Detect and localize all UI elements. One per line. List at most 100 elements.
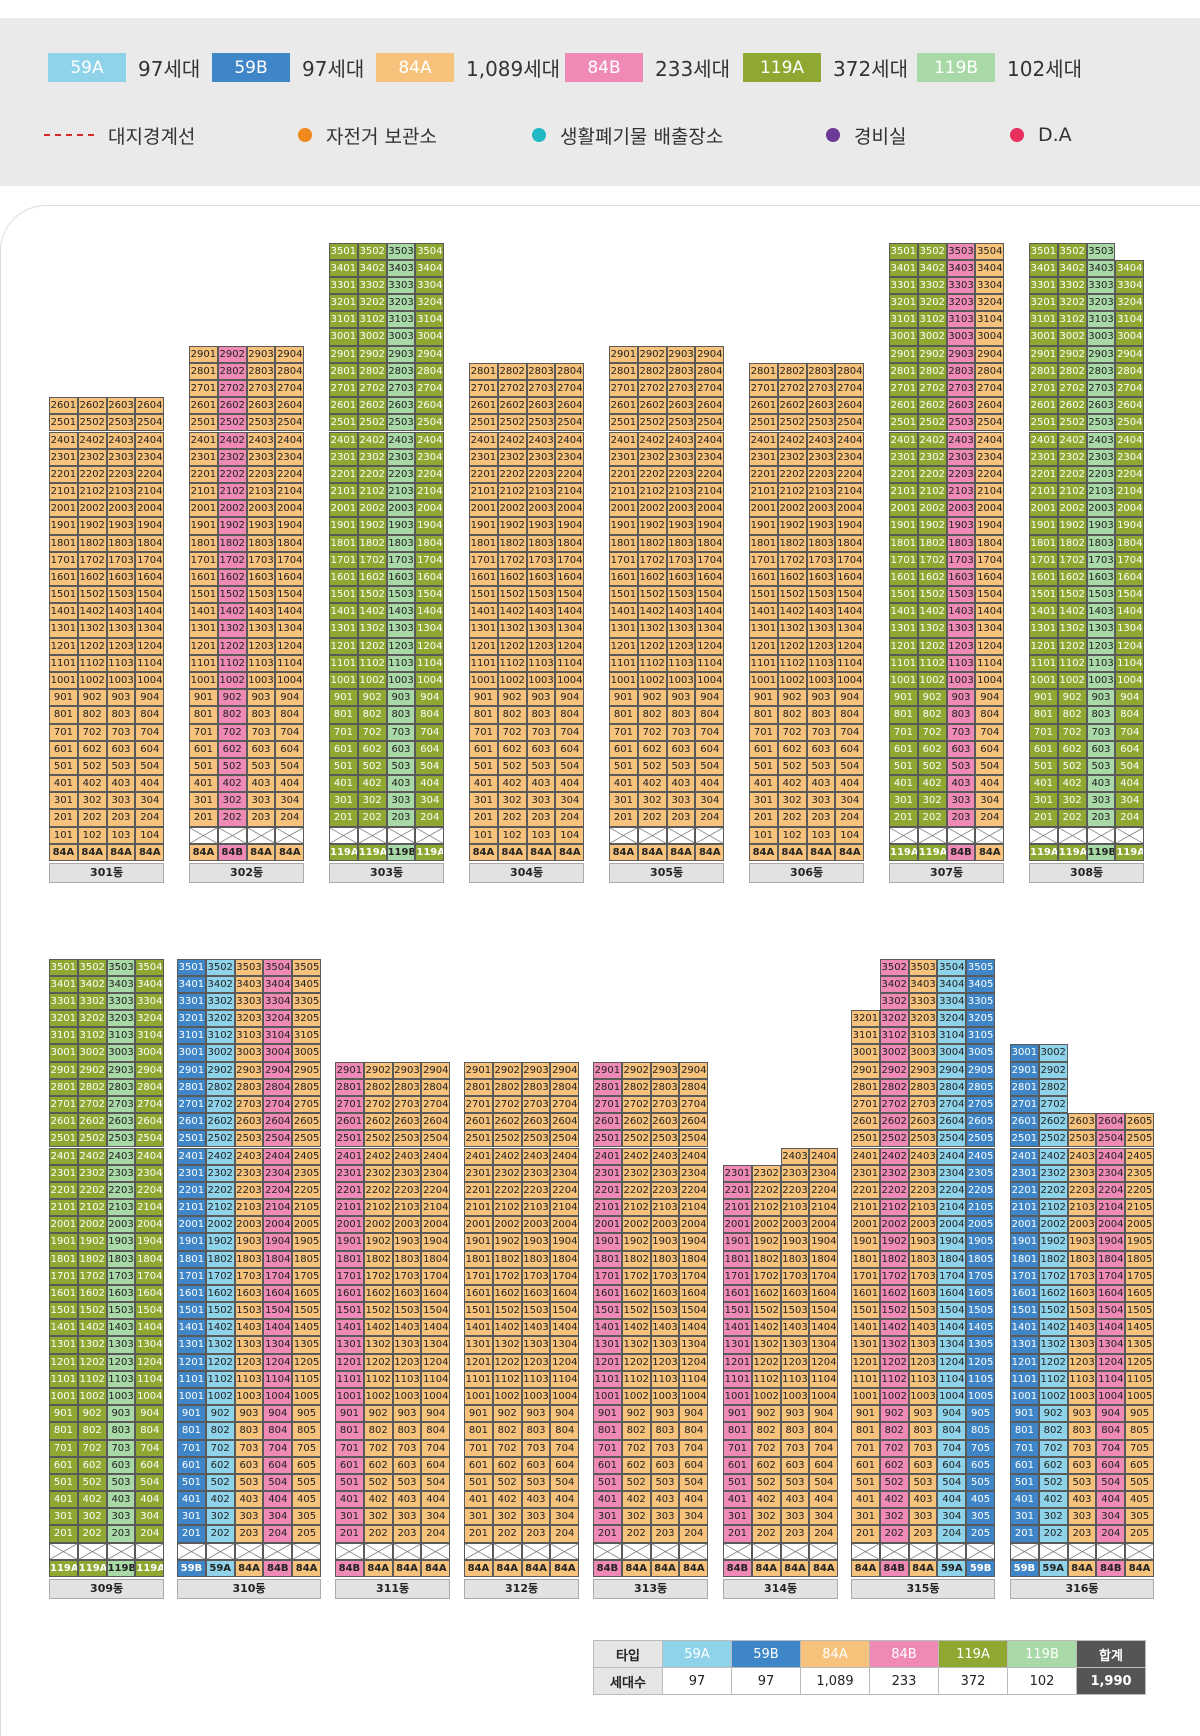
unit-cell: 1603 xyxy=(526,568,556,587)
unit-cell: 1705 xyxy=(292,1267,321,1285)
unit-cell: 802 xyxy=(357,706,387,724)
unit-cell: 2904 xyxy=(695,345,725,363)
unit-cell: 902 xyxy=(621,1405,651,1423)
unit-cell: 1801 xyxy=(723,1250,752,1268)
unit-cell: 1504 xyxy=(550,1302,580,1320)
unit-cell: 803 xyxy=(908,1422,938,1440)
unit-cell: 3202 xyxy=(879,1010,909,1028)
unit-cell: 703 xyxy=(392,1439,422,1457)
unit-cell: 3403 xyxy=(386,259,416,277)
unit-cell: 2802 xyxy=(1038,1078,1068,1096)
unit-cell: 203 xyxy=(806,809,836,827)
unit-cell: 802 xyxy=(363,1422,393,1440)
unit-cell: 3405 xyxy=(292,975,321,993)
unit-cell: 2804 xyxy=(695,362,725,380)
unit-cell: 502 xyxy=(357,757,387,776)
unit-cell: 3505 xyxy=(292,958,321,976)
unit-cell: 2102 xyxy=(217,483,247,501)
unit-cell: 504 xyxy=(135,757,165,776)
unit-cell: 3504 xyxy=(975,242,1005,260)
unit-cell: 404 xyxy=(975,775,1005,793)
unit-cell: 3304 xyxy=(937,992,967,1011)
unit-cell: 401 xyxy=(889,775,918,793)
unit-cell: 2501 xyxy=(329,414,358,432)
unit-cell: 301 xyxy=(464,1508,493,1526)
unit-cell: 2001 xyxy=(469,500,498,518)
unit-cell: 901 xyxy=(749,689,778,707)
unit-cell: 604 xyxy=(695,740,725,758)
unit-cell: 1503 xyxy=(946,586,976,604)
unit-type-label: 84A xyxy=(679,1559,709,1577)
unit-cell: 1402 xyxy=(621,1319,651,1337)
unit-cell: 3303 xyxy=(946,276,976,295)
unit-cell: 1202 xyxy=(751,1353,781,1371)
unit-cell: 1504 xyxy=(975,586,1005,604)
unit-cell: 3101 xyxy=(329,311,358,329)
unit-cell: 2002 xyxy=(1038,1216,1068,1234)
unit-type-label: 119A xyxy=(1029,843,1058,861)
unit-cell: 501 xyxy=(49,1473,78,1492)
unit-cell: 804 xyxy=(1115,706,1145,724)
unit-cell: 303 xyxy=(521,1508,551,1526)
unit-cell: 2103 xyxy=(386,483,416,501)
unit-cell: 1005 xyxy=(966,1388,995,1406)
unit-cell: 1604 xyxy=(555,568,585,587)
unit-cell: 2402 xyxy=(879,1147,909,1165)
unit-cell: 1902 xyxy=(497,517,527,535)
unit-cell: 1501 xyxy=(609,586,638,604)
unit-cell: 1803 xyxy=(392,1250,422,1268)
unit-cell: 903 xyxy=(1086,689,1116,707)
unit-type-label: 84A xyxy=(806,843,836,861)
unit-cell: 1501 xyxy=(335,1302,364,1320)
unit-cell: 801 xyxy=(49,1422,78,1440)
unit-cell: 1403 xyxy=(650,1319,680,1337)
unit-cell: 1203 xyxy=(666,637,696,655)
unit-cell: 1301 xyxy=(851,1336,880,1354)
unit-cell: 2302 xyxy=(205,1164,235,1182)
unit-cell: 2402 xyxy=(1038,1147,1068,1165)
unit-cell: 1502 xyxy=(492,1302,522,1320)
unit-cell: 3202 xyxy=(77,1010,107,1028)
unit-cell: 1902 xyxy=(492,1233,522,1251)
unit-cell: 1904 xyxy=(975,517,1005,535)
unit-cell: 2701 xyxy=(749,379,778,398)
unit-cell: 401 xyxy=(1010,1491,1039,1509)
unit-cell: 2102 xyxy=(77,483,107,501)
unit-cell: 703 xyxy=(106,723,136,741)
unit-cell: 2504 xyxy=(135,414,165,432)
unit-cell: 2104 xyxy=(679,1199,709,1217)
unit-cell: 2904 xyxy=(263,1061,293,1079)
unit-cell: 3103 xyxy=(234,1027,264,1045)
unit-cell: 1003 xyxy=(946,672,976,690)
unit-cell: 301 xyxy=(469,792,498,810)
unit-cell: 605 xyxy=(1125,1456,1154,1474)
unit-cell: 205 xyxy=(1125,1525,1154,1543)
unit-cell: 1603 xyxy=(386,568,416,587)
unit-cell: 1201 xyxy=(49,1353,78,1371)
unit-cell: 1802 xyxy=(363,1250,393,1268)
unit-cell: 2604 xyxy=(1096,1113,1126,1131)
unit-cell: 1105 xyxy=(1125,1370,1154,1388)
unit-cell: 202 xyxy=(363,1525,393,1543)
unit-cell: 1701 xyxy=(49,1267,78,1285)
unit-cell: 503 xyxy=(246,757,276,776)
unit-cell: 1604 xyxy=(695,568,725,587)
unit-cell: 2502 xyxy=(637,414,667,432)
unit-cell: 2201 xyxy=(469,465,498,484)
unit-cell: 2405 xyxy=(292,1147,321,1165)
unit-cell: 2204 xyxy=(275,465,305,484)
unit-cell: 304 xyxy=(1115,792,1145,810)
unit-cell: 2003 xyxy=(386,500,416,518)
unit-cell: 1903 xyxy=(650,1233,680,1251)
unit-cell: 1402 xyxy=(1038,1319,1068,1337)
unit-cell: 504 xyxy=(1096,1473,1126,1492)
unit-cell: 1101 xyxy=(49,654,78,672)
unit-type-label: 84A xyxy=(749,843,778,861)
unit-cell: 2504 xyxy=(421,1130,451,1148)
unit-cell: 1203 xyxy=(1067,1353,1097,1371)
summary-header-label: 타입 xyxy=(593,1640,663,1668)
unit-cell: 1601 xyxy=(335,1284,364,1303)
unit-cell: 302 xyxy=(497,792,527,810)
unit-cell: 2502 xyxy=(917,414,947,432)
unit-cell: 1902 xyxy=(205,1233,235,1251)
